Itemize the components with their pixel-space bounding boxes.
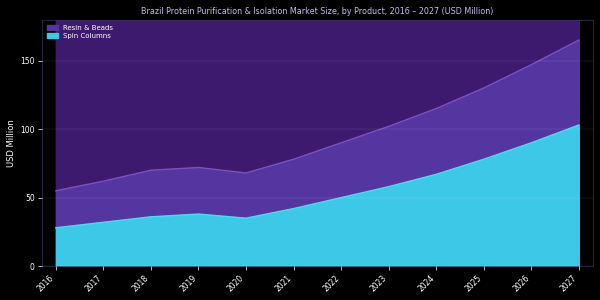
Legend: Resin & Beads, Spin Columns: Resin & Beads, Spin Columns — [45, 23, 115, 41]
Y-axis label: USD Million: USD Million — [7, 119, 16, 167]
Title: Brazil Protein Purification & Isolation Market Size, by Product, 2016 – 2027 (US: Brazil Protein Purification & Isolation … — [141, 7, 493, 16]
